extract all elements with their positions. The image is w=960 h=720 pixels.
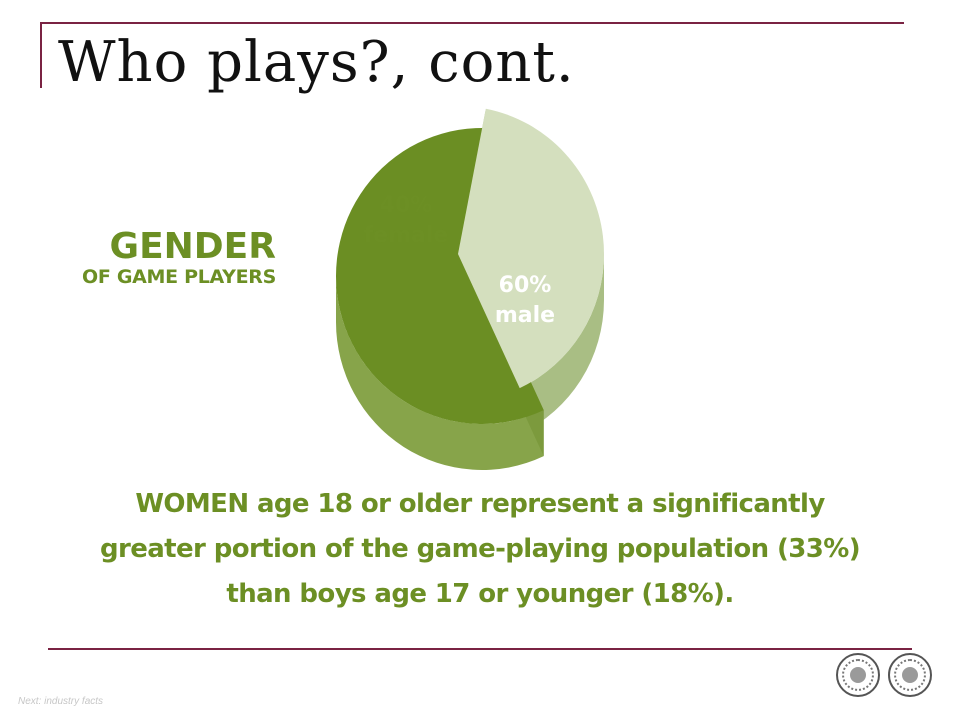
frame-top-rule: [40, 22, 904, 24]
university-seal-icon: [836, 653, 880, 697]
slide-title: Who plays?, cont.: [58, 30, 575, 95]
university-crest-icon: [888, 653, 932, 697]
slice-name-label: female: [364, 223, 449, 248]
pie-slice-side: [336, 276, 544, 470]
slice-value-label: 40%: [380, 193, 433, 218]
frame-left-rule: [40, 22, 42, 88]
footer-rule: [48, 648, 912, 650]
caption-line: than boys age 17 or younger (18%).: [226, 579, 734, 609]
slice-value-label: 60%: [499, 273, 552, 298]
caption-line: WOMEN age 18 or older represent a signif…: [135, 489, 825, 519]
footer-note: Next: industry facts: [18, 696, 104, 707]
pie-slice-side: [519, 254, 604, 435]
chart-title: GENDER: [109, 226, 276, 267]
chart-subtitle: OF GAME PLAYERS: [81, 266, 276, 288]
pie-slice-female: [458, 108, 604, 389]
slice-name-label: male: [495, 303, 555, 328]
caption-line: greater portion of the game-playing popu…: [99, 534, 861, 564]
chart-caption: WOMEN age 18 or older represent a signif…: [90, 482, 870, 617]
